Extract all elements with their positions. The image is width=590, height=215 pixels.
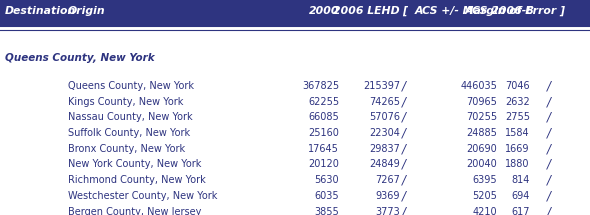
Text: /: / [402, 205, 406, 215]
Text: ACS 2006-8: ACS 2006-8 [465, 6, 535, 16]
Text: 62255: 62255 [308, 97, 339, 107]
Text: 29837: 29837 [369, 144, 400, 154]
Text: /: / [547, 205, 550, 215]
Text: 617: 617 [512, 207, 530, 215]
Text: 3773: 3773 [375, 207, 400, 215]
Text: [: [ [402, 6, 407, 16]
Text: 74265: 74265 [369, 97, 400, 107]
Text: /: / [547, 189, 550, 202]
Text: Queens County, New York: Queens County, New York [5, 53, 155, 63]
Text: Suffolk County, New York: Suffolk County, New York [68, 128, 190, 138]
Text: 17645: 17645 [309, 144, 339, 154]
Text: 20040: 20040 [467, 160, 497, 169]
Text: 1880: 1880 [505, 160, 530, 169]
Text: 9369: 9369 [375, 191, 400, 201]
Text: 2755: 2755 [505, 112, 530, 122]
Text: 22304: 22304 [369, 128, 400, 138]
Text: /: / [402, 174, 406, 187]
Text: /: / [402, 127, 406, 140]
Text: 4210: 4210 [473, 207, 497, 215]
Text: 25160: 25160 [309, 128, 339, 138]
Text: /: / [547, 174, 550, 187]
Text: Bronx County, New York: Bronx County, New York [68, 144, 185, 154]
Text: /: / [547, 80, 550, 92]
Text: Kings County, New York: Kings County, New York [68, 97, 183, 107]
Text: 446035: 446035 [461, 81, 497, 91]
Text: 2000: 2000 [309, 6, 339, 16]
Text: 1584: 1584 [505, 128, 530, 138]
Text: 215397: 215397 [363, 81, 400, 91]
Text: /: / [547, 142, 550, 155]
Text: /: / [402, 80, 406, 92]
Text: 7267: 7267 [375, 175, 400, 185]
Text: 5630: 5630 [314, 175, 339, 185]
Text: 6035: 6035 [314, 191, 339, 201]
Text: Destination: Destination [5, 6, 76, 16]
Text: 70965: 70965 [467, 97, 497, 107]
Text: /: / [547, 95, 550, 108]
Text: 7046: 7046 [505, 81, 530, 91]
Text: 2632: 2632 [505, 97, 530, 107]
Text: 70255: 70255 [466, 112, 497, 122]
Text: /: / [547, 111, 550, 124]
Text: /: / [402, 142, 406, 155]
Text: /: / [402, 189, 406, 202]
Text: 24885: 24885 [467, 128, 497, 138]
Text: Bergen County, New Jersey: Bergen County, New Jersey [68, 207, 201, 215]
Text: Nassau County, New York: Nassau County, New York [68, 112, 192, 122]
Text: /: / [402, 111, 406, 124]
Text: 6395: 6395 [473, 175, 497, 185]
Text: 20120: 20120 [309, 160, 339, 169]
Text: 5205: 5205 [473, 191, 497, 201]
Text: /: / [402, 158, 406, 171]
Text: Origin: Origin [68, 6, 106, 16]
Text: Richmond County, New York: Richmond County, New York [68, 175, 205, 185]
Text: 24849: 24849 [369, 160, 400, 169]
Text: Queens County, New York: Queens County, New York [68, 81, 194, 91]
Text: ACS +/- Margin of Error ]: ACS +/- Margin of Error ] [414, 6, 565, 16]
Text: /: / [402, 95, 406, 108]
Text: 2006 LEHD: 2006 LEHD [333, 6, 400, 16]
Text: /: / [547, 158, 550, 171]
Text: 66085: 66085 [309, 112, 339, 122]
Text: 367825: 367825 [302, 81, 339, 91]
Text: 20690: 20690 [467, 144, 497, 154]
Text: 814: 814 [512, 175, 530, 185]
Text: 694: 694 [512, 191, 530, 201]
Text: Westchester County, New York: Westchester County, New York [68, 191, 217, 201]
Bar [0, 0, 590, 26]
Text: 3855: 3855 [314, 207, 339, 215]
Text: 1669: 1669 [505, 144, 530, 154]
Text: 57076: 57076 [369, 112, 400, 122]
Text: /: / [547, 127, 550, 140]
Text: New York County, New York: New York County, New York [68, 160, 201, 169]
